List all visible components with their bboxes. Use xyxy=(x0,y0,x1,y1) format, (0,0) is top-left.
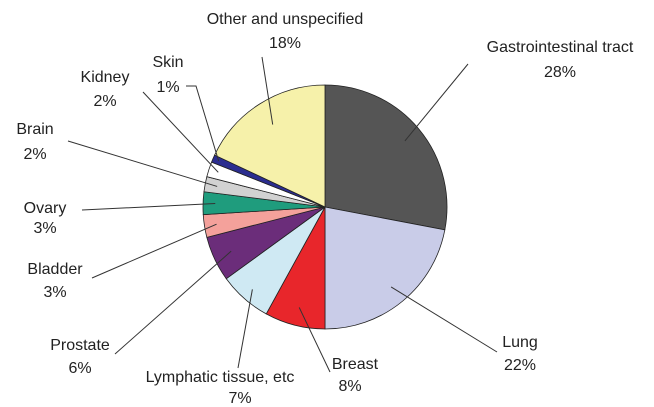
slice-label: Lung xyxy=(502,334,538,351)
slice-label: Other and unspecified xyxy=(207,11,364,28)
pie-slice xyxy=(214,84,326,208)
slice-value-label: 8% xyxy=(338,378,361,395)
slice-label: Skin xyxy=(152,54,183,71)
leader-line xyxy=(81,203,216,211)
slice-label: Breast xyxy=(332,356,379,373)
slice-value-label: 6% xyxy=(68,360,91,377)
slice-label: Gastrointestinal tract xyxy=(487,39,634,56)
slice-value-label: 7% xyxy=(228,390,251,407)
leader-line xyxy=(67,140,218,187)
slice-label: Bladder xyxy=(27,261,83,278)
slice-value-label: 2% xyxy=(23,146,46,163)
leader-line xyxy=(261,56,274,125)
slice-value-label: 1% xyxy=(156,79,179,96)
pie-slice xyxy=(324,84,448,231)
slice-value-label: 3% xyxy=(43,284,66,301)
slice-label: Ovary xyxy=(24,200,67,217)
leader-line xyxy=(114,250,232,355)
slice-label: Kidney xyxy=(81,69,130,86)
slice-value-label: 28% xyxy=(544,64,576,81)
slice-value-label: 22% xyxy=(504,357,536,374)
leader-line xyxy=(91,223,217,279)
slice-value-label: 18% xyxy=(269,35,301,52)
leader-line xyxy=(298,307,331,373)
slice-label: Lymphatic tissue, etc xyxy=(146,369,295,386)
slice-value-label: 2% xyxy=(93,93,116,110)
slice-value-label: 3% xyxy=(33,220,56,237)
slice-label: Brain xyxy=(16,121,53,138)
leader-line xyxy=(186,85,220,162)
leader-line xyxy=(237,289,253,369)
pie-slice xyxy=(324,206,446,330)
leader-line xyxy=(390,286,498,353)
slice-label: Prostate xyxy=(50,337,110,354)
leader-line xyxy=(142,91,219,173)
leader-line xyxy=(404,63,469,142)
